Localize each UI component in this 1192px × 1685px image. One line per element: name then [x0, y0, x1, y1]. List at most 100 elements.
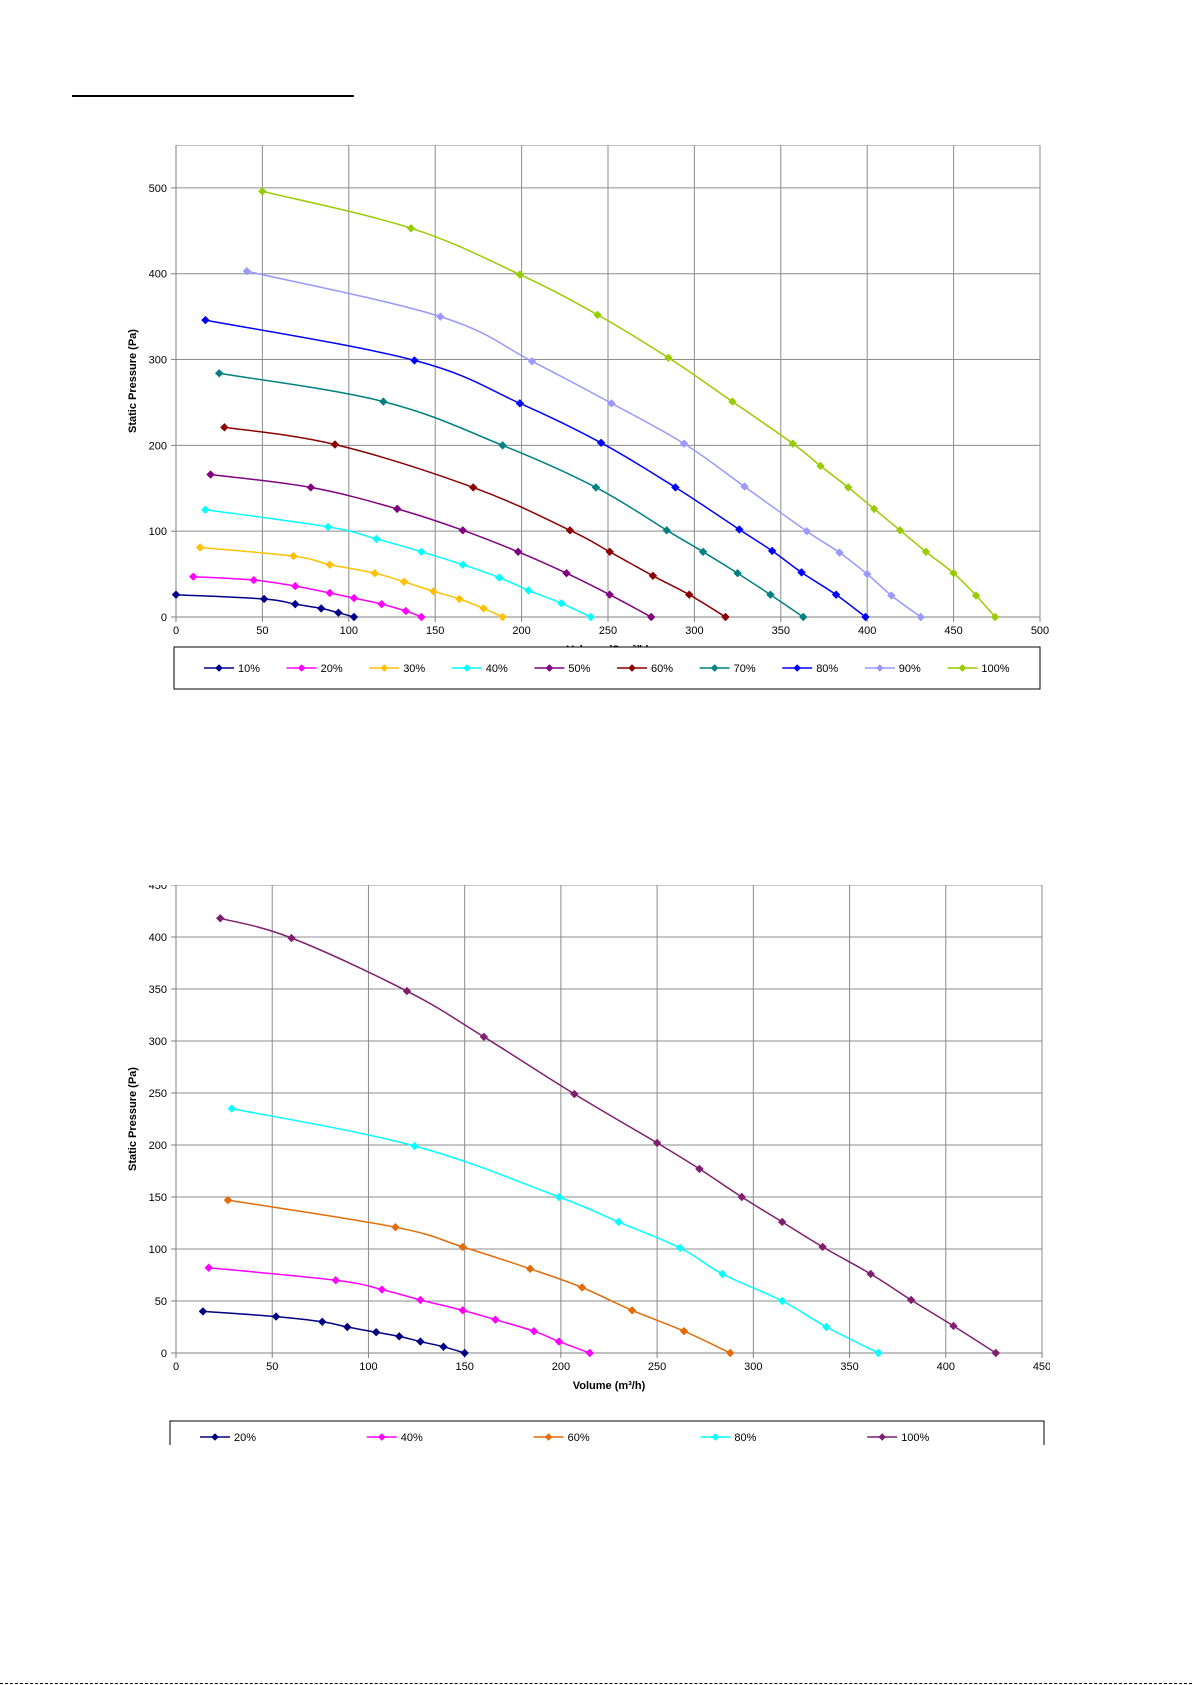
data-point: [479, 604, 488, 613]
legend-item: 40%: [366, 1432, 423, 1444]
legend-marker: [378, 1433, 386, 1441]
legend-item: 20%: [200, 1432, 256, 1444]
legend-marker: [876, 664, 884, 672]
data-point: [220, 423, 229, 432]
legend-item: 60%: [617, 663, 673, 675]
legend-marker: [628, 664, 636, 672]
x-tick-label: 150: [455, 1361, 473, 1373]
title-underline: [72, 95, 354, 97]
legend-item: 30%: [369, 663, 425, 675]
legend-marker: [878, 1433, 886, 1441]
data-point: [843, 483, 853, 492]
legend-marker: [211, 1433, 219, 1441]
y-tick-label: 150: [149, 1192, 167, 1204]
data-point: [861, 612, 870, 622]
x-tick-label: 350: [772, 625, 790, 637]
data-point: [198, 1307, 208, 1316]
data-point: [223, 1195, 233, 1205]
y-tick-label: 400: [149, 932, 167, 944]
data-point: [685, 590, 694, 599]
data-point: [458, 560, 468, 569]
data-point: [455, 594, 464, 604]
legend-label: 80%: [734, 1432, 756, 1444]
legend-label: 30%: [403, 663, 425, 675]
data-point: [990, 612, 1000, 622]
x-tick-label: 100: [340, 625, 358, 637]
data-point: [585, 1348, 594, 1358]
y-axis-title: Static Pressure (Pa): [127, 1067, 139, 1171]
data-point: [596, 438, 606, 447]
data-point: [491, 1315, 500, 1324]
data-point: [822, 1322, 831, 1332]
data-point: [664, 353, 673, 363]
legend-marker: [215, 664, 223, 672]
data-point: [586, 612, 595, 622]
data-point: [469, 483, 478, 492]
data-point: [679, 439, 689, 448]
legend-marker: [710, 664, 719, 672]
legend-label: 100%: [981, 663, 1009, 675]
data-point: [417, 547, 426, 556]
legend-label: 70%: [734, 663, 756, 675]
data-point: [818, 1242, 827, 1252]
y-tick-label: 300: [149, 1036, 167, 1048]
data-point: [671, 483, 680, 492]
data-point: [417, 612, 426, 622]
legend-label: 10%: [238, 663, 260, 675]
legend-item: 100%: [947, 663, 1010, 675]
data-point: [316, 604, 326, 613]
data-point: [498, 441, 507, 450]
legend-label: 60%: [651, 663, 673, 675]
x-tick-label: 50: [256, 625, 268, 637]
legend-marker: [544, 1433, 553, 1441]
x-tick-label: 300: [744, 1361, 762, 1373]
data-point: [460, 1348, 469, 1358]
legend: 10% 20% 30% 40% 50% 60% 70% 80% 90% 100%: [173, 646, 1041, 690]
data-point: [291, 581, 300, 591]
data-point: [524, 586, 533, 595]
data-point: [648, 571, 658, 581]
data-point: [399, 577, 409, 587]
y-tick-label: 100: [149, 1244, 167, 1256]
series-60pct: [223, 1195, 735, 1358]
legend-item: 80%: [700, 1432, 757, 1444]
legend-marker: [545, 664, 554, 672]
legend-item: 20%: [286, 663, 343, 675]
data-point: [869, 504, 879, 514]
y-tick-label: 400: [149, 269, 167, 281]
legend-marker: [958, 664, 967, 672]
data-point: [215, 369, 224, 378]
legend-item: 70%: [699, 663, 756, 675]
x-tick-label: 500: [1031, 625, 1049, 637]
legend-item: 80%: [782, 663, 838, 675]
fan-curve-chart-1: 0 50 100 150 200 250 300 350 400 450 500 0 100 200 300…: [127, 145, 1049, 690]
data-point: [831, 590, 841, 599]
x-tick-label: 100: [359, 1361, 377, 1373]
legend-label: 60%: [568, 1432, 590, 1444]
y-tick-label: 200: [149, 1140, 167, 1152]
data-point: [529, 1326, 539, 1336]
page-bottom-divider: [0, 1683, 1192, 1684]
data-point: [835, 548, 844, 557]
series-line: [262, 190, 996, 618]
data-point: [330, 440, 340, 449]
data-point: [429, 587, 438, 596]
y-tick-label: 200: [149, 440, 167, 452]
data-point: [698, 547, 708, 556]
data-point: [289, 551, 298, 561]
x-tick-label: 400: [937, 1361, 955, 1373]
data-point: [799, 612, 808, 622]
series-60pct: [220, 423, 730, 622]
data-point: [726, 1348, 735, 1358]
x-tick-label: 300: [685, 625, 703, 637]
data-point: [436, 312, 445, 321]
legend-marker: [793, 664, 801, 672]
data-point: [605, 547, 614, 556]
data-point: [227, 1104, 237, 1113]
data-point: [740, 482, 749, 491]
data-point: [204, 1263, 213, 1272]
legend-label: 80%: [816, 663, 838, 675]
x-axis-title: Volume (m³/h): [573, 1380, 646, 1392]
data-point: [788, 439, 798, 448]
data-point: [921, 547, 931, 556]
